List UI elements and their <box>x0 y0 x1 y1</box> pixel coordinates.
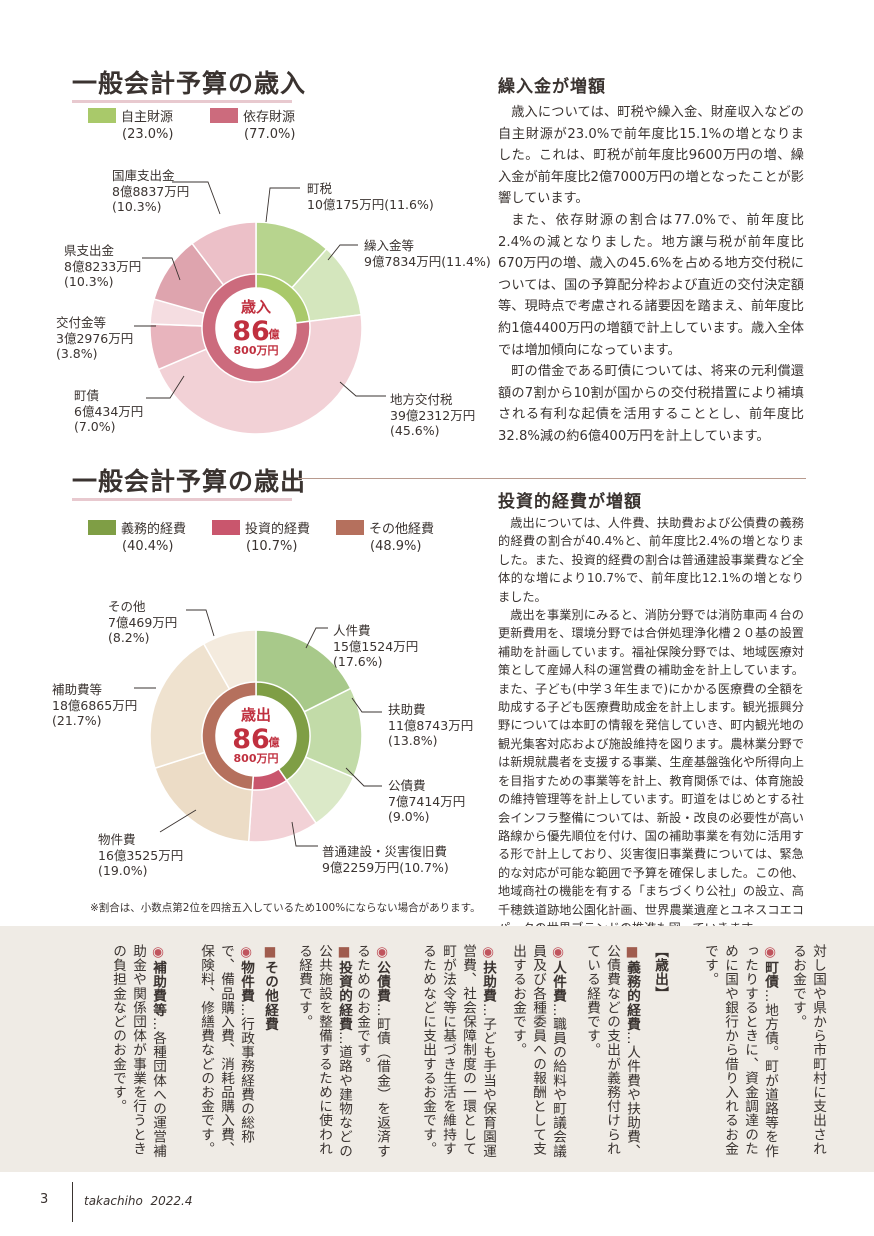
label-fujo: 扶助費 11億8743万円 (13.8%) <box>388 702 474 748</box>
legend-swatch <box>88 520 116 535</box>
expenditure-center-value: 86 <box>232 724 270 755</box>
revenue-center-unit: 億 <box>269 327 280 341</box>
revenue-legend-own: 自主財源 (23.0%) <box>88 108 173 143</box>
glossary-item-fujo: ◉扶助費…子ども手当や保育園運営費、社会保障制度の一環として町が法令等に基づき生… <box>420 944 496 1158</box>
expenditure-heading: 投資的経費が増額 <box>498 492 642 512</box>
revenue-legend-dependent: 依存財源 (77.0%) <box>210 108 295 143</box>
label-kurikomi: 繰入金等 9億7834万円(11.4%) <box>364 238 491 269</box>
glossary-item-bukken: ◉物件費…行政事務経費の総称で、備品購入費、消耗品購入費、保険料、修繕費などのお… <box>198 944 254 1156</box>
legend-swatch <box>336 520 364 535</box>
revenue-body: 歳入については、町税や繰入金、財産収入などの自主財源が23.0%で前年度比15.… <box>498 105 804 444</box>
glossary-item-gimuteki: ■義務的経費…人件費や扶助費、公債費などの支出が義務付けられている経費です。 <box>584 944 640 1158</box>
glossary-panel: 対し国や県から市町村に支出されるお金です。 ◉町債…地方債。町が道路等を作ったり… <box>0 926 874 1172</box>
footer-brand: takachiho 2022.4 <box>84 1194 193 1208</box>
expenditure-body: 歳出については、人件費、扶助費および公債費の義務的経費の割合が40.4%と、前年… <box>498 516 804 935</box>
label-kofukin: 交付金等 3億2976万円 (3.8%) <box>56 315 134 361</box>
label-ken: 県支出金 8億8233万円 (10.3%) <box>64 243 142 289</box>
expenditure-title: 一般会計予算の歳出 <box>72 467 307 496</box>
expenditure-legend-mandatory: 義務的経費 (40.4%) <box>88 520 186 555</box>
revenue-leader-ken <box>142 257 181 281</box>
expenditure-leader-futsu <box>291 821 318 847</box>
glossary-item-chosai: ◉町債…地方債。町が道路等を作ったりするときに、資金調達のために国や銀行から借り… <box>702 944 778 1158</box>
glossary-item-kosai: ◉公債費…町債（借金）を返済するためのお金です。 <box>354 944 390 1158</box>
label-chiho: 地方交付税 39億2312万円 (45.6%) <box>390 392 476 438</box>
label-hojo: 補助費等 18億6865万円 (21.7%) <box>52 682 138 728</box>
legend-swatch <box>88 108 116 123</box>
expenditure-title-underline <box>72 498 292 501</box>
glossary-item-toshiteki: ■投資的経費…道路や建物などの公共施設を整備するために使われる経費です。 <box>296 944 352 1158</box>
expenditure-leader-bukken <box>159 809 197 833</box>
expenditure-center-sub: 800万円 <box>234 752 279 765</box>
expenditure-title-rule <box>298 478 806 479</box>
label-choze: 町税 10億175万円(11.6%) <box>307 181 434 212</box>
revenue-title-underline <box>72 100 292 103</box>
revenue-leader-chosai <box>146 375 185 399</box>
glossary-item-sonota: ■その他経費 <box>262 944 278 1031</box>
glossary-heading-expenditure: 【歳出】 <box>652 944 668 1001</box>
revenue-center-value: 86 <box>232 316 270 347</box>
expenditure-leader-sonota <box>186 609 215 637</box>
label-kosai: 公債費 7億7414万円 (9.0%) <box>388 778 466 824</box>
label-futsu: 普通建設・災害復旧費 9億2259万円(10.7%) <box>322 844 449 875</box>
footer-divider <box>72 1182 73 1222</box>
expenditure-leader-fujo <box>351 697 382 713</box>
label-sonota: その他 7億469万円 (8.2%) <box>108 599 178 645</box>
revenue-title: 一般会計予算の歳入 <box>72 69 307 98</box>
label-kokko: 国庫支出金 8億8837万円 (10.3%) <box>112 168 190 214</box>
glossary-item-jinken: ◉人件費…職員の給料や町議会議員及び各種委員への報酬として支出するお金です。 <box>510 944 566 1158</box>
revenue-center-label: 歳入 <box>241 298 271 316</box>
rounding-note: ※割合は、小数点第2位を四捨五入しているため100%にならない場合があります。 <box>90 902 481 914</box>
legend-swatch <box>212 520 240 535</box>
label-bukken: 物件費 16億3525万円 (19.0%) <box>98 832 184 878</box>
revenue-leader-kurikomi <box>327 244 358 261</box>
expenditure-center-label: 歳出 <box>241 706 271 724</box>
glossary-item-hojo: ◉補助費等…各種団体への運営補助金や関係団体が事業を行うときの負担金などのお金で… <box>110 944 166 1158</box>
revenue-leader-choze <box>265 187 300 223</box>
expenditure-center-disc <box>216 696 296 776</box>
revenue-heading: 繰入金が増額 <box>498 77 606 97</box>
expenditure-center-unit: 億 <box>269 735 280 749</box>
revenue-leader-kokko <box>172 181 221 215</box>
page-number: 3 <box>40 1192 49 1207</box>
label-chosai: 町債 6億434万円 (7.0%) <box>74 388 144 434</box>
expenditure-legend-other: その他経費 (48.9%) <box>336 520 434 555</box>
expenditure-leader-jinken <box>305 627 328 649</box>
legend-swatch <box>210 108 238 123</box>
expenditure-legend-investment: 投資的経費 (10.7%) <box>212 520 310 555</box>
label-jinken: 人件費 15億1524万円 (17.6%) <box>333 623 419 669</box>
expenditure-leader-kosai <box>345 767 382 787</box>
glossary-col-1: 対し国や県から市町村に支出されるお金です。 <box>790 944 826 1156</box>
revenue-leader-chiho <box>339 381 386 397</box>
revenue-center-disc <box>216 288 296 368</box>
revenue-center-sub: 800万円 <box>234 344 279 357</box>
